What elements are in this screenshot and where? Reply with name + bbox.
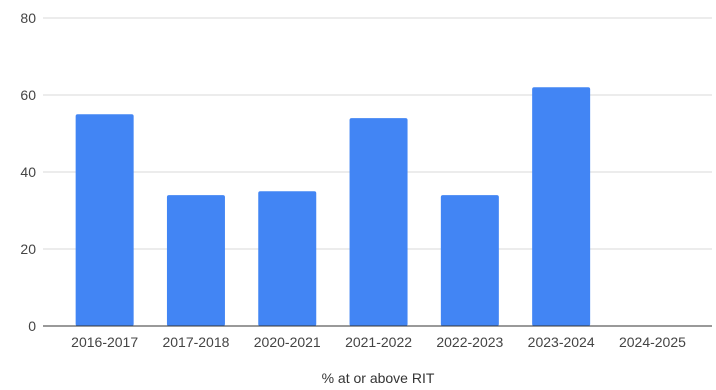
bar bbox=[258, 191, 317, 326]
bar bbox=[75, 114, 134, 326]
bar bbox=[166, 195, 225, 326]
x-tick-label: 2022-2023 bbox=[436, 334, 503, 350]
bar bbox=[349, 118, 408, 326]
x-tick-label: 2020-2021 bbox=[254, 334, 321, 350]
x-tick-label: 2021-2022 bbox=[345, 334, 412, 350]
x-tick-label: 2016-2017 bbox=[71, 334, 138, 350]
y-tick-label: 20 bbox=[20, 241, 36, 257]
bar bbox=[532, 87, 591, 326]
x-axis-title: % at or above RIT bbox=[322, 370, 435, 386]
x-tick-label: 2017-2018 bbox=[162, 334, 229, 350]
y-tick-label: 60 bbox=[20, 87, 36, 103]
bar bbox=[440, 195, 499, 326]
y-tick-label: 80 bbox=[20, 10, 36, 26]
bars bbox=[75, 87, 591, 326]
x-tick-label: 2023-2024 bbox=[528, 334, 595, 350]
x-tick-label: 2024-2025 bbox=[619, 334, 686, 350]
y-tick-label: 0 bbox=[28, 318, 36, 334]
y-tick-label: 40 bbox=[20, 164, 36, 180]
x-axis-ticks: 2016-2017 2017-2018 2020-2021 2021-2022 2022… bbox=[71, 334, 686, 350]
y-axis-ticks: 0 20 40 60 80 bbox=[20, 10, 36, 334]
